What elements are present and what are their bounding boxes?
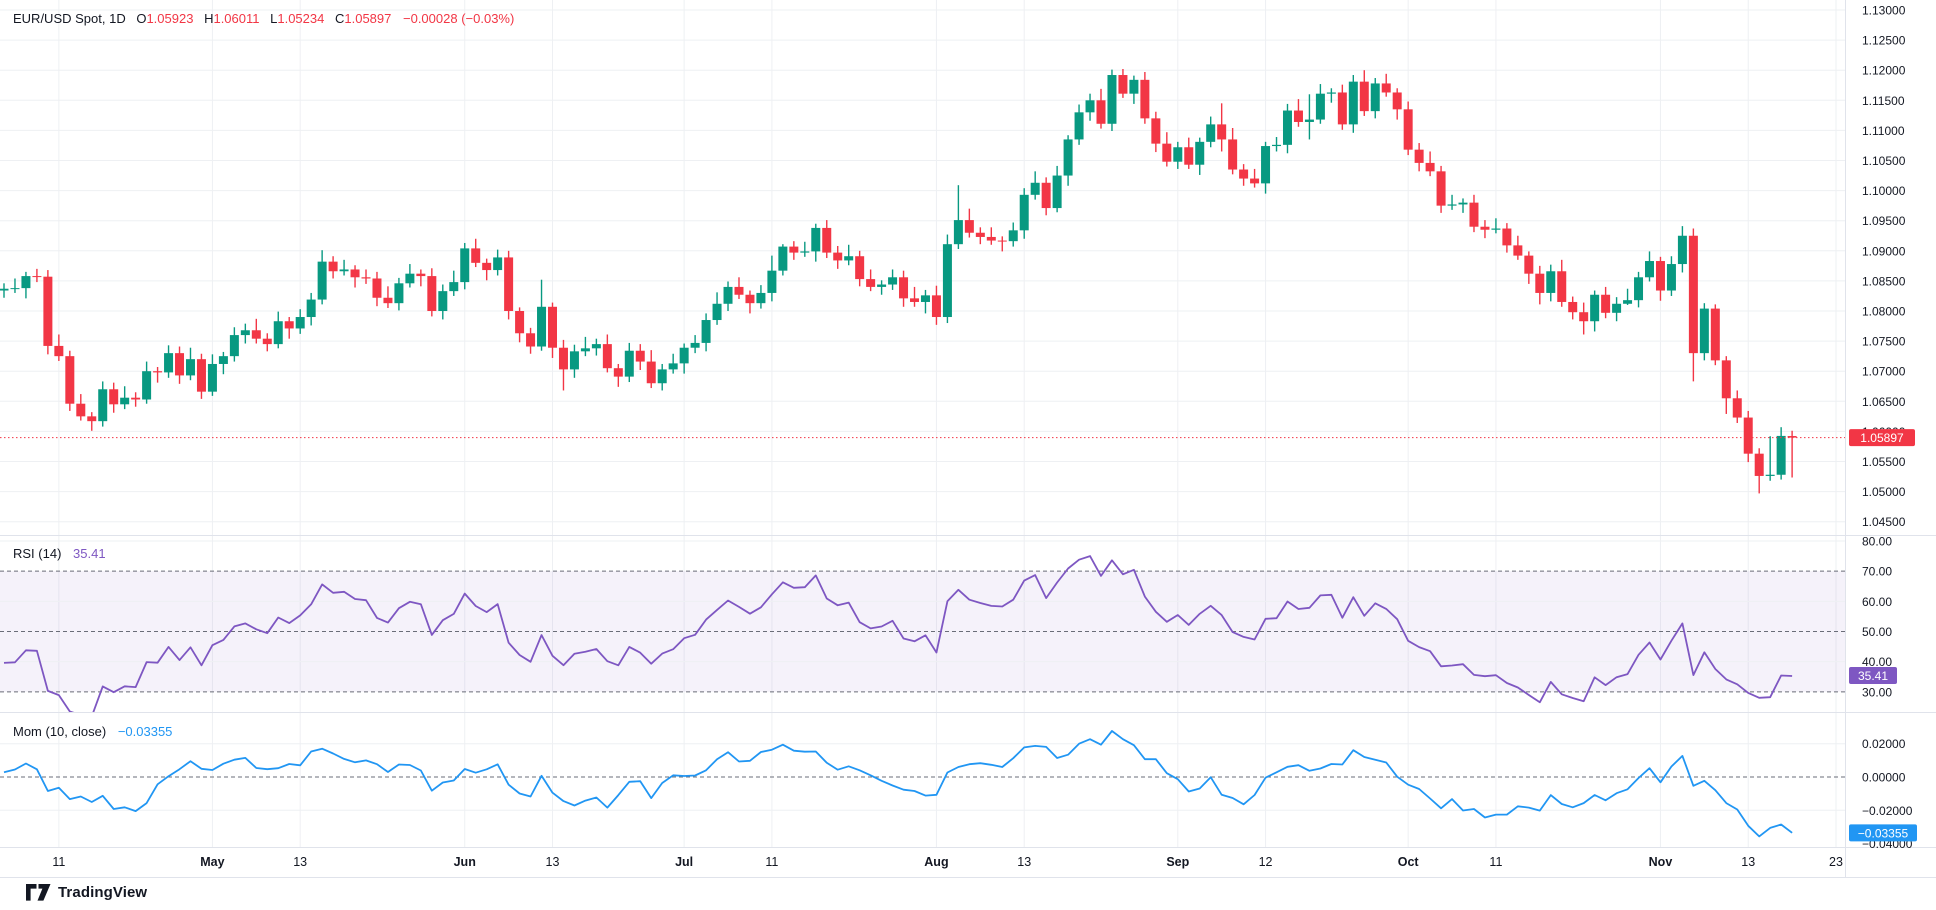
open-value: 1.05923 [146,11,194,26]
svg-text:80.00: 80.00 [1862,535,1892,549]
svg-text:30.00: 30.00 [1862,685,1892,699]
rsi-label: RSI (14) [13,546,62,561]
svg-text:1.10500: 1.10500 [1862,154,1906,168]
svg-text:13: 13 [546,855,560,869]
svg-text:1.07000: 1.07000 [1862,365,1906,379]
svg-text:35.41: 35.41 [1858,669,1888,683]
svg-text:1.08500: 1.08500 [1862,274,1906,288]
svg-text:1.05897: 1.05897 [1860,431,1904,445]
rsi-value: 35.41 [73,546,106,561]
svg-text:40.00: 40.00 [1862,655,1892,669]
momentum-line [3,730,1793,838]
low-value: 1.05234 [277,11,325,26]
svg-text:1.05500: 1.05500 [1862,455,1906,469]
svg-text:1.12000: 1.12000 [1862,64,1906,78]
svg-text:1.09500: 1.09500 [1862,214,1906,228]
svg-text:1.04500: 1.04500 [1862,515,1906,529]
last-price-badge: 1.05897 [1849,429,1915,447]
pane-separators [0,0,1936,878]
open-label: O [136,11,147,26]
svg-text:0.00000: 0.00000 [1862,771,1906,785]
svg-text:60.00: 60.00 [1862,595,1892,609]
svg-text:1.06500: 1.06500 [1862,395,1906,409]
svg-text:13: 13 [1741,855,1755,869]
svg-text:Aug: Aug [924,855,948,869]
tradingview-logo[interactable]: TradingView [26,884,147,901]
svg-text:1.13000: 1.13000 [1862,4,1906,18]
svg-text:1.09000: 1.09000 [1862,244,1906,258]
svg-text:Jun: Jun [454,855,476,869]
high-value: 1.06011 [213,11,260,26]
momentum-legend[interactable]: Mom (10, close) −0.03355 [13,723,172,740]
price-axis[interactable]: 1.13000 1.12500 1.12000 1.11500 1.11000 1.105… [1862,4,1913,852]
svg-text:Sep: Sep [1166,855,1189,869]
rsi-legend[interactable]: RSI (14) 35.41 [13,545,106,562]
svg-text:13: 13 [1017,855,1031,869]
tradingview-wordmark: TradingView [58,884,148,901]
svg-text:12: 12 [1259,855,1273,869]
svg-text:1.10000: 1.10000 [1862,184,1906,198]
candlesticks[interactable] [0,68,1797,494]
momentum-label: Mom (10, close) [13,724,107,739]
svg-text:1.05000: 1.05000 [1862,485,1906,499]
svg-text:0.02000: 0.02000 [1862,737,1906,751]
svg-text:−0.02000: −0.02000 [1862,804,1913,818]
svg-text:Nov: Nov [1649,855,1673,869]
main-grid [0,9,1845,523]
svg-text:50.00: 50.00 [1862,625,1892,639]
svg-text:Oct: Oct [1398,855,1420,869]
time-grid [58,0,1837,847]
momentum-grid [0,743,1845,811]
rsi-value-badge: 35.41 [1849,667,1897,685]
mom-value-badge: −0.03355 [1849,824,1917,842]
svg-text:23: 23 [1829,855,1843,869]
close-value: 1.05897 [344,11,392,26]
svg-text:11: 11 [52,855,65,869]
close-label: C [334,11,345,26]
svg-text:11: 11 [765,855,778,869]
svg-text:1.12500: 1.12500 [1862,34,1906,48]
svg-text:−0.03355: −0.03355 [1858,826,1909,840]
svg-text:1.07500: 1.07500 [1862,335,1906,349]
svg-text:1.11000: 1.11000 [1862,124,1905,138]
svg-text:70.00: 70.00 [1862,565,1892,579]
svg-text:1.11500: 1.11500 [1862,94,1905,108]
rsi-band [0,540,1845,693]
low-label: L [270,11,278,26]
svg-text:11: 11 [1489,855,1502,869]
svg-text:Jul: Jul [675,855,693,869]
symbol-title: EUR/USD Spot, 1D [13,11,126,26]
high-label: H [204,11,214,26]
time-axis[interactable]: 11 May 13 Jun 13 Jul 11 Aug 13 Sep 12 Oct 11 Nov 13 23 [52,855,1843,869]
momentum-value: −0.03355 [117,724,173,739]
svg-text:13: 13 [293,855,307,869]
symbol-legend[interactable]: EUR/USD Spot, 1D O1.05923 H1.06011 L1.05… [13,10,514,27]
change-value: −0.00028 (−0.03%) [403,11,515,26]
svg-text:May: May [200,855,224,869]
tradingview-icon [26,884,51,901]
svg-text:1.08000: 1.08000 [1862,305,1906,319]
rsi-line [3,555,1793,712]
